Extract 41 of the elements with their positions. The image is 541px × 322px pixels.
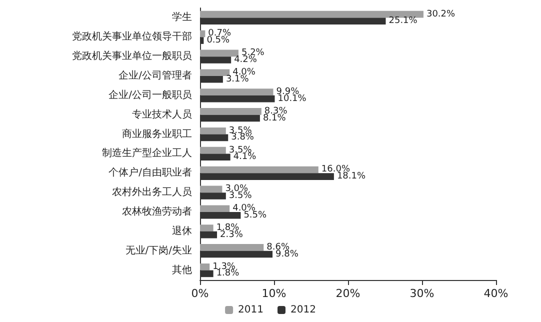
bar <box>200 50 238 57</box>
y-tick-label: 农村外出务工人员 <box>112 186 192 198</box>
y-tick-label: 学生 <box>172 11 192 24</box>
bar <box>200 166 318 174</box>
y-tick-label: 其他 <box>172 264 192 276</box>
bar <box>200 263 210 270</box>
y-tick-label: 商业服务业职工 <box>122 128 192 140</box>
x-tick-label: 20% <box>336 287 360 300</box>
y-tick-label: 个体户/自由职业者 <box>108 166 192 179</box>
y-tick-label: 农林牧渔劳动者 <box>122 206 192 218</box>
bar <box>200 108 262 115</box>
x-tick-label: 10% <box>262 287 286 300</box>
y-tick-label: 企业/公司一般职员 <box>108 88 192 101</box>
data-label: 9.8% <box>276 249 299 260</box>
y-tick-label: 党政机关事业单位一般职员 <box>72 50 192 62</box>
data-label: 25.1% <box>388 16 418 26</box>
legend-label: 2011 <box>238 304 264 316</box>
bar <box>200 205 230 212</box>
legend-label: 2012 <box>290 304 316 316</box>
data-label: 1.8% <box>216 268 240 279</box>
bar <box>200 88 274 96</box>
y-tick-label: 退休 <box>172 224 192 237</box>
data-label: 8.1% <box>262 113 286 124</box>
y-tick-label: 专业技术人员 <box>132 108 192 120</box>
y-tick-label: 制造生产型企业工人 <box>102 147 192 160</box>
bar <box>200 244 264 251</box>
y-tick-label: 无业/下岗/失业 <box>125 244 192 256</box>
y-tick-label: 企业/公司管理者 <box>118 70 192 82</box>
x-tick-label: 0% <box>191 287 209 300</box>
data-label: 4.1% <box>233 152 257 162</box>
bar <box>200 146 226 154</box>
bar <box>200 186 222 193</box>
x-tick-label: 40% <box>484 287 508 300</box>
bar <box>200 30 206 38</box>
bar <box>200 69 230 76</box>
data-label: 30.2% <box>426 9 456 20</box>
bar <box>200 224 214 232</box>
y-tick-label: 党政机关事业单位领导干部 <box>72 30 192 43</box>
bar <box>200 10 424 18</box>
bar <box>200 127 226 134</box>
x-tick-label: 30% <box>410 287 434 300</box>
